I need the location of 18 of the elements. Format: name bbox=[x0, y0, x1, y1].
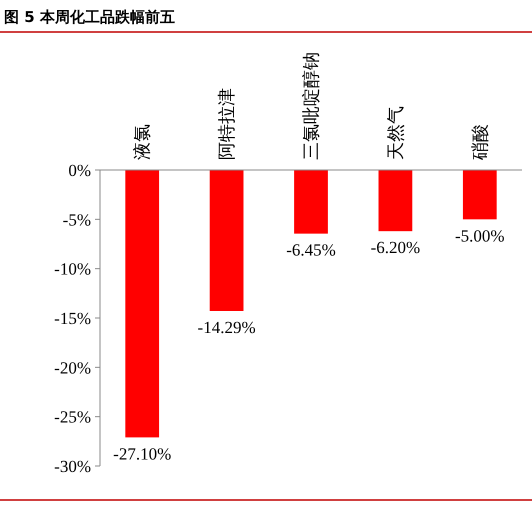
y-tick-label: 0% bbox=[68, 160, 91, 180]
data-label: -6.20% bbox=[370, 238, 420, 258]
x-tick-label: 三氯吡啶醇钠 bbox=[301, 52, 321, 160]
data-label: -5.00% bbox=[455, 226, 505, 246]
x-tick-label: 硝酸 bbox=[470, 124, 490, 161]
y-tick-label: -5% bbox=[62, 210, 91, 230]
x-tick-label: 天然气 bbox=[385, 106, 406, 160]
x-tick-label: 液氯 bbox=[132, 124, 152, 160]
y-tick-label: -30% bbox=[54, 456, 91, 476]
x-tick-label: 阿特拉津 bbox=[216, 88, 237, 160]
y-tick-label: -15% bbox=[54, 308, 91, 328]
y-tick-label: -20% bbox=[54, 358, 91, 378]
data-label: -27.10% bbox=[113, 444, 172, 464]
chart-title: 图 5 本周化工品跌幅前五 bbox=[4, 8, 175, 26]
y-tick-label: -10% bbox=[54, 260, 91, 279]
data-label: -6.45% bbox=[286, 240, 336, 260]
y-tick-label: -25% bbox=[54, 408, 91, 427]
data-label: -14.29% bbox=[198, 318, 256, 337]
